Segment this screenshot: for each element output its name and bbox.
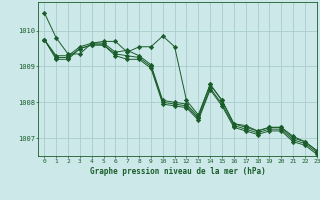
X-axis label: Graphe pression niveau de la mer (hPa): Graphe pression niveau de la mer (hPa)	[90, 167, 266, 176]
